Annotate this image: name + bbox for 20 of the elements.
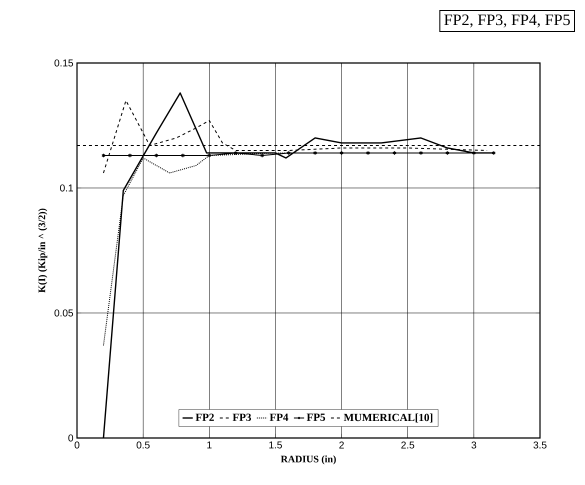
legend-label: FP4 bbox=[270, 414, 288, 421]
x-tick-label: 3.5 bbox=[533, 442, 547, 449]
y-tick-label: 0.05 bbox=[54, 309, 74, 317]
x-tick-label: 2.5 bbox=[401, 442, 414, 449]
y-tick-label: 0.1 bbox=[60, 184, 74, 192]
x-tick-label: 1.5 bbox=[269, 442, 282, 448]
legend-label: MUMERICAL[10] bbox=[344, 413, 432, 423]
legend-label: FP3 bbox=[232, 414, 252, 421]
chart-title: FP2, FP3, FP4, FP5 bbox=[444, 14, 570, 28]
y-tick-label: 0 bbox=[68, 434, 74, 442]
y-tick-label: 0.15 bbox=[54, 59, 74, 67]
x-axis-title: RADIUS (in) bbox=[280, 455, 336, 464]
y-axis-title: K(I) (Kip/in ^ (3/2)) bbox=[38, 208, 48, 293]
legend-label: FP2 bbox=[196, 414, 214, 421]
x-tick-label: 2 bbox=[339, 442, 344, 448]
legend-label: FP5 bbox=[306, 414, 326, 421]
x-tick-label: 1 bbox=[207, 442, 212, 448]
x-tick-label: 0.5 bbox=[136, 442, 150, 449]
x-tick-label: 3 bbox=[471, 442, 476, 449]
x-tick-label: 0 bbox=[74, 442, 80, 449]
